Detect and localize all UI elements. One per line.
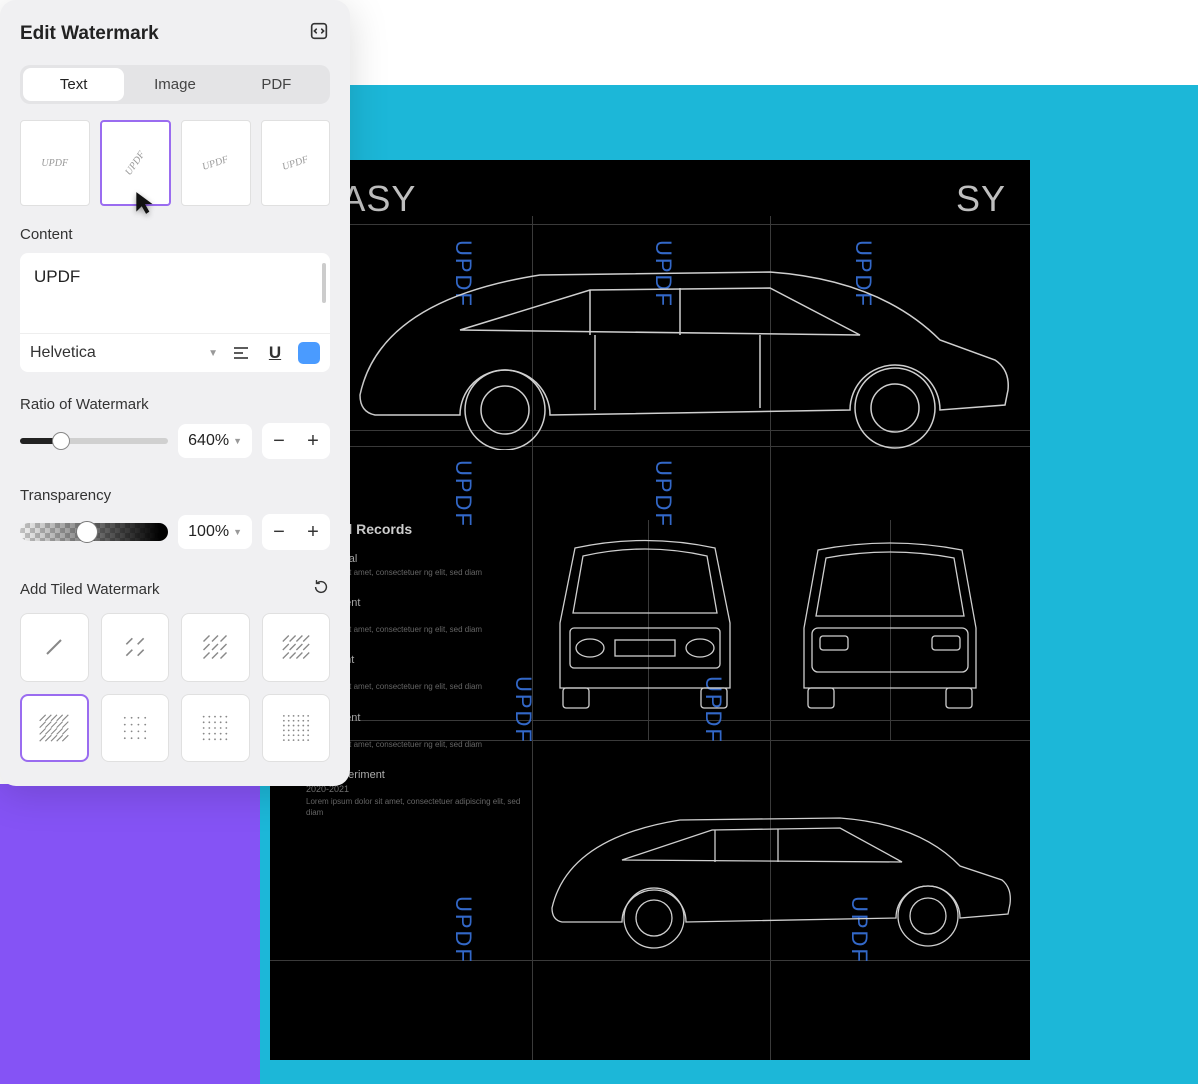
watermark-text: UPDF	[450, 896, 476, 964]
ratio-slider[interactable]	[20, 438, 168, 444]
tile-option[interactable]	[20, 694, 89, 763]
ratio-plus-button[interactable]: +	[296, 423, 330, 459]
transparency-stepper: − +	[262, 514, 330, 550]
car-side2-blueprint	[540, 780, 1020, 950]
transparency-value[interactable]: 100%▼	[178, 515, 252, 549]
watermark-text: UPDF	[450, 460, 476, 528]
tile-option[interactable]	[262, 613, 331, 682]
preset-option[interactable]: UPDF	[261, 120, 331, 206]
preset-option[interactable]: UPDF	[20, 120, 90, 206]
transparency-minus-button[interactable]: −	[262, 514, 296, 550]
align-icon[interactable]	[230, 342, 252, 364]
preset-option[interactable]: UPDF	[181, 120, 251, 206]
tile-option[interactable]	[101, 694, 170, 763]
preset-option[interactable]: UPDF	[100, 120, 172, 206]
watermark-type-tabs: TextImagePDF	[20, 65, 330, 104]
chevron-down-icon: ▼	[208, 348, 218, 359]
tile-option[interactable]	[20, 613, 89, 682]
content-box: UPDF Helvetica ▼ U	[20, 253, 330, 372]
transparency-plus-button[interactable]: +	[296, 514, 330, 550]
content-label: Content	[20, 226, 330, 243]
ratio-value[interactable]: 640%▼	[178, 424, 252, 458]
content-textarea[interactable]: UPDF	[20, 253, 330, 333]
reset-icon[interactable]	[312, 578, 330, 601]
transparency-slider[interactable]	[20, 523, 168, 541]
ratio-stepper: − +	[262, 423, 330, 459]
tab-image[interactable]: Image	[124, 68, 225, 101]
tile-option[interactable]	[181, 694, 250, 763]
car-rear-blueprint	[790, 528, 990, 713]
panel-title: Edit Watermark	[20, 23, 159, 45]
tile-grid	[20, 613, 330, 762]
car-front-blueprint	[545, 528, 745, 713]
preset-row: UPDFUPDFUPDFUPDF	[20, 120, 330, 206]
ratio-minus-button[interactable]: −	[262, 423, 296, 459]
edit-watermark-panel: Edit Watermark TextImagePDF UPDFUPDFUPDF…	[0, 0, 350, 786]
font-select[interactable]: Helvetica ▼	[30, 344, 218, 362]
tile-option[interactable]	[181, 613, 250, 682]
color-swatch[interactable]	[298, 342, 320, 364]
document-preview: NTASY SY UPDF UPDF UPDF UPDF UPDF UPDF U…	[270, 160, 1030, 1060]
ratio-label: Ratio of Watermark	[20, 396, 330, 413]
watermark-text: UPDF	[650, 460, 676, 528]
font-name: Helvetica	[30, 344, 96, 362]
tile-option[interactable]	[101, 613, 170, 682]
tiles-label: Add Tiled Watermark	[20, 581, 160, 598]
cursor-icon	[132, 190, 158, 221]
transparency-label: Transparency	[20, 487, 330, 504]
car-side-blueprint	[340, 220, 1020, 450]
tab-pdf[interactable]: PDF	[226, 68, 327, 101]
background-purple	[0, 784, 260, 1084]
tab-text[interactable]: Text	[23, 68, 124, 101]
tile-option[interactable]	[262, 694, 331, 763]
swap-icon[interactable]	[308, 20, 330, 47]
underline-icon[interactable]: U	[264, 342, 286, 364]
